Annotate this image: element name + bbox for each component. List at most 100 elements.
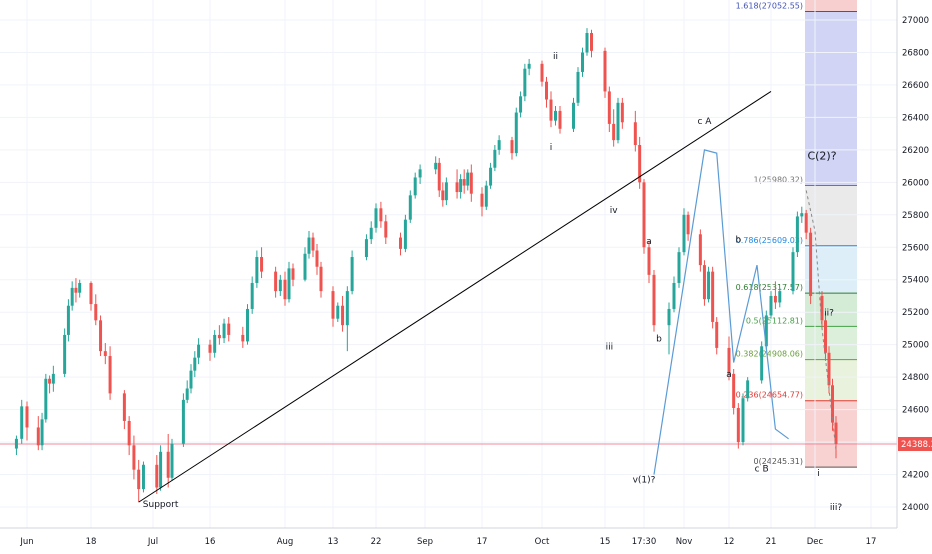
candle-body [63, 334, 67, 374]
candle-body [170, 443, 174, 478]
candle-body [25, 406, 29, 428]
fib-level-label: 1.618(27052.55) [736, 1, 803, 10]
price-tick-label: 24600 [902, 406, 929, 416]
candle-body [686, 214, 690, 235]
candle-body [78, 282, 82, 293]
candle-body [379, 208, 383, 222]
candle-body [44, 378, 48, 420]
candle-body [99, 320, 103, 352]
candle-body [707, 271, 711, 300]
candle-body [795, 216, 799, 253]
candle-body [727, 347, 731, 374]
candle-body [480, 193, 484, 207]
price-tick-label: 24200 [902, 471, 929, 481]
candle-body [255, 257, 259, 283]
candle-body [523, 68, 527, 97]
candle-body [647, 247, 651, 275]
candle-body [791, 252, 795, 292]
candle-body [132, 445, 136, 470]
fib-zone [805, 293, 857, 327]
candle-body [493, 149, 497, 168]
candle-body [311, 237, 315, 251]
wave-label: v(1)? [633, 476, 656, 486]
candle-body [66, 305, 70, 335]
candle-body [764, 315, 768, 347]
date-tick-label: 18 [86, 537, 97, 547]
wave-label: a [726, 370, 732, 380]
candle-body [418, 169, 422, 178]
candle-body [336, 305, 340, 319]
candle-body [732, 373, 736, 408]
date-axis-bg [0, 528, 932, 550]
candle-body [331, 291, 335, 319]
candle-body [809, 232, 813, 296]
candle-body [558, 110, 562, 129]
candle-body [155, 464, 159, 488]
price-axis-bg [897, 0, 932, 550]
candle-body [607, 91, 611, 124]
date-tick-label: 17 [477, 537, 488, 547]
candle-body [554, 110, 557, 121]
candle-body [166, 451, 170, 478]
price-tick-label: 26800 [902, 48, 929, 58]
candle-body [620, 102, 624, 123]
candle-body [291, 268, 295, 280]
candle-body [585, 32, 589, 53]
candle-body [441, 190, 445, 201]
fib-zone [805, 11, 857, 186]
candle-body [278, 279, 282, 292]
candle-body [514, 112, 518, 154]
candle-body [40, 419, 44, 446]
candle-body [241, 334, 245, 342]
date-tick-label: Jun [19, 537, 33, 547]
wave-label: ii? [824, 308, 834, 318]
candle-body [638, 144, 642, 183]
grid [0, 0, 897, 528]
drawings [138, 91, 837, 503]
date-tick-label: 16 [205, 537, 216, 547]
candle-body [103, 351, 107, 357]
fib-zone [805, 326, 857, 360]
candle-body [127, 420, 131, 446]
fib-level-label: 0(24245.31) [753, 457, 803, 466]
candle-body [540, 63, 544, 82]
candle-body [834, 422, 838, 445]
fib-level-label: 0.618(25317.57) [736, 283, 803, 292]
last-price-badge [898, 436, 932, 451]
candle-body [682, 214, 686, 253]
candle-body [181, 399, 185, 444]
wave-label: c A [697, 117, 712, 127]
candle-body [189, 370, 193, 389]
candle-body [469, 172, 473, 194]
candle-body [612, 123, 616, 141]
candle-body [769, 295, 773, 316]
wave-label: iii [606, 343, 614, 353]
candle-body [760, 346, 764, 381]
candle-body [222, 323, 226, 339]
price-tick-label: 25000 [902, 341, 929, 351]
date-tick-label: Aug [277, 537, 294, 547]
candle-body [804, 213, 808, 233]
candle-body [489, 167, 493, 186]
candle-body [455, 182, 459, 193]
candle-body [283, 279, 287, 300]
price-tick-label: 27000 [902, 16, 929, 26]
candle-body [108, 356, 112, 394]
candle-body [633, 122, 637, 145]
price-tick-label: 24800 [902, 373, 929, 383]
wave-label: iv [610, 206, 619, 216]
wave-label: Support [143, 500, 179, 510]
candle-body [122, 393, 126, 421]
candle-body [89, 282, 93, 305]
candle-body [403, 219, 407, 249]
candle-body [341, 305, 345, 326]
candle-body [667, 308, 671, 326]
candle-body [369, 227, 373, 240]
fib-level-label: 0.5(25112.81) [746, 316, 803, 325]
candle-body [652, 274, 656, 326]
candle-body [484, 185, 488, 207]
wave-label: i [817, 469, 820, 479]
candle-body [677, 252, 681, 283]
